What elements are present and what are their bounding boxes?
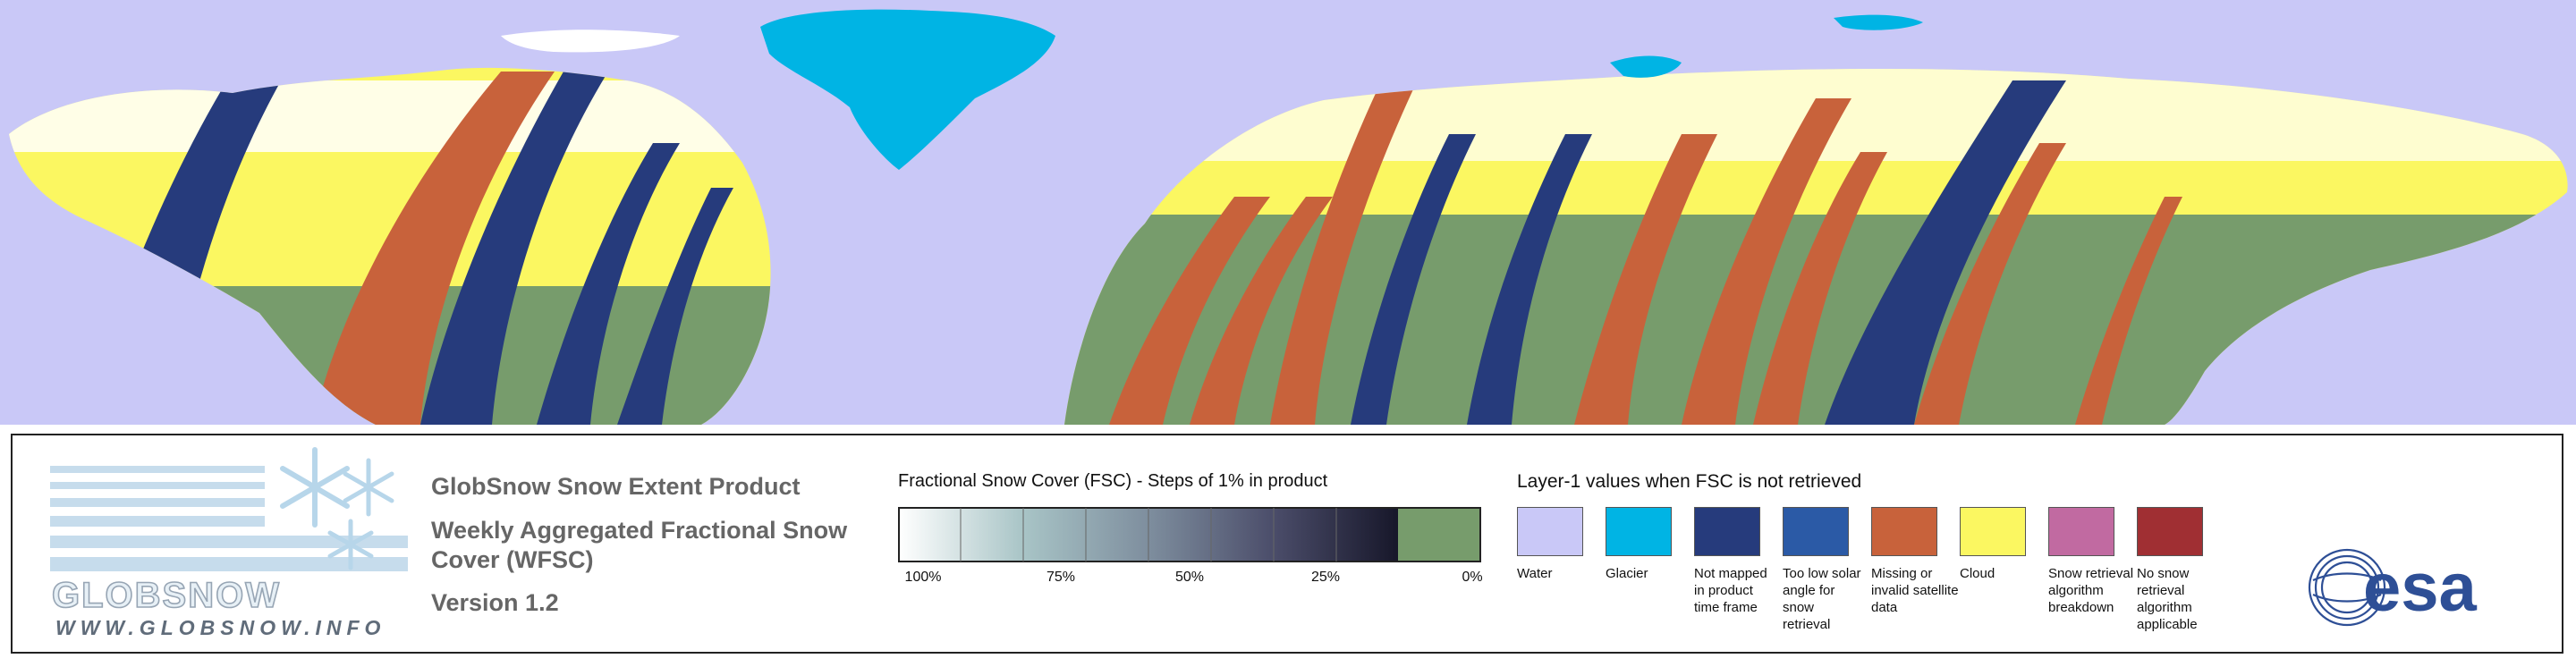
fsc-no-snow-swatch [1398,508,1480,561]
product-type: Weekly Aggregated Fractional Snow Cover … [431,517,848,573]
globsnow-logo: GLOBSNOW [50,447,408,616]
label-water: Water [1517,566,1553,581]
esa-logo: esa [2308,548,2478,627]
label-algorithm-breakdown: Snow retrieval algorithm breakdown [2048,566,2134,615]
arctic-islands-glacier [1834,14,1923,30]
fsc-legend-title: Fractional Snow Cover (FSC) - Steps of 1… [898,471,1328,491]
swatch-algorithm-breakdown [2048,507,2114,556]
legend-panel: GLOBSNOW WWW.GLOBSNOW.INFO GlobSnow Snow… [11,434,2563,654]
canadian-archipelago [501,30,680,53]
fsc-tick-25: 25% [1310,570,1341,585]
layer1-legend-title: Layer-1 values when FSC is not retrieved [1517,471,1862,492]
swatch-not-mapped [1694,507,1760,556]
swatch-low-solar-angle [1783,507,1849,556]
brand-url[interactable]: WWW.GLOBSNOW.INFO [55,616,386,639]
swatch-cloud [1960,507,2026,556]
fsc-ticks [960,508,1337,561]
label-no-algorithm: No snow retrieval algorithm applicable [2137,566,2198,632]
label-glacier: Glacier [1606,566,1648,581]
greenland [760,9,1055,170]
swatch-no-algorithm [2137,507,2203,556]
esa-wordmark: esa [2363,550,2478,626]
snowflake-lower-icon [327,519,374,570]
swatch-glacier [1606,507,1672,556]
fsc-gradient-bar [898,507,1481,562]
label-missing-data: Missing or invalid satellite data [1871,566,1959,615]
version-label: Version 1.2 [431,589,559,616]
snowflake-icon [280,447,350,528]
svalbard-glacier [1610,55,1682,78]
label-cloud: Cloud [1960,566,1996,581]
fsc-tick-100: 100% [904,570,942,585]
fsc-tick-0: 0% [1462,570,1483,585]
snow-cover-map [0,0,2576,425]
esa-globe-icon [2308,548,2386,627]
snowflake-small-icon [343,458,394,517]
fsc-tick-75: 75% [1046,570,1076,585]
swatch-missing-data [1871,507,1937,556]
fsc-tick-50: 50% [1174,570,1205,585]
globsnow-wordmark: GLOBSNOW [52,576,281,615]
swatch-water [1517,507,1583,556]
product-title: GlobSnow Snow Extent Product [431,473,801,500]
label-not-mapped: Not mapped in product time frame [1694,566,1767,615]
label-low-solar-angle: Too low solar angle for snow retrieval [1783,566,1861,632]
